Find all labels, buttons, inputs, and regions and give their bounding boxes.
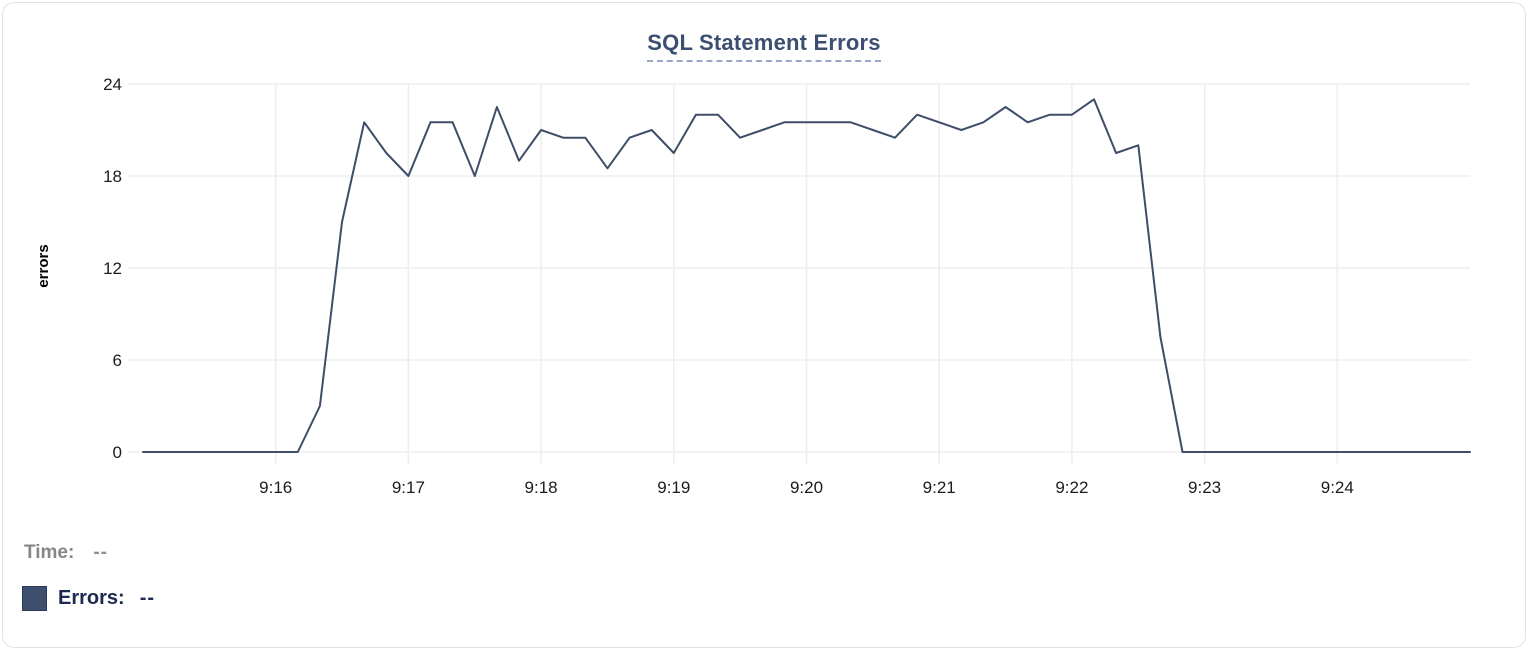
errors-series-swatch bbox=[22, 586, 47, 611]
x-axis-tick-label: 9:23 bbox=[1188, 478, 1221, 497]
x-axis-tick-label: 9:17 bbox=[392, 478, 425, 497]
y-axis-tick-label: 18 bbox=[103, 167, 122, 186]
chart-title-link[interactable]: SQL Statement Errors bbox=[647, 30, 881, 62]
x-axis-tick-label: 9:16 bbox=[259, 478, 292, 497]
y-axis-tick-label: 0 bbox=[113, 443, 122, 462]
chart-header: SQL Statement Errors bbox=[0, 30, 1528, 62]
y-axis-tick-label: 12 bbox=[103, 259, 122, 278]
y-axis-tick-label: 6 bbox=[113, 351, 122, 370]
x-axis-tick-label: 9:24 bbox=[1321, 478, 1354, 497]
x-axis-tick-label: 9:19 bbox=[657, 478, 690, 497]
tooltip-time-row: Time: -- bbox=[24, 542, 108, 564]
errors-line-chart-plot[interactable]: 0 6 12 18 24 9:16 9:17 9:18 9:19 9:20 9:21 9:22 9:23… bbox=[0, 0, 1528, 512]
x-axis-tick-label: 9:22 bbox=[1055, 478, 1088, 497]
y-axis-tick-label: 24 bbox=[103, 75, 122, 94]
time-value: -- bbox=[93, 542, 108, 563]
legend-errors-row[interactable]: Errors: -- bbox=[22, 586, 155, 611]
errors-value: -- bbox=[139, 587, 156, 609]
x-axis-tick-label: 9:20 bbox=[790, 478, 823, 497]
errors-series-line[interactable] bbox=[142, 98, 1471, 453]
x-axis-tick-label: 9:21 bbox=[923, 478, 956, 497]
y-axis-title: errors bbox=[35, 244, 52, 287]
time-label: Time: bbox=[24, 542, 75, 563]
errors-label: Errors: bbox=[58, 587, 125, 609]
x-axis-tick-label: 9:18 bbox=[525, 478, 558, 497]
